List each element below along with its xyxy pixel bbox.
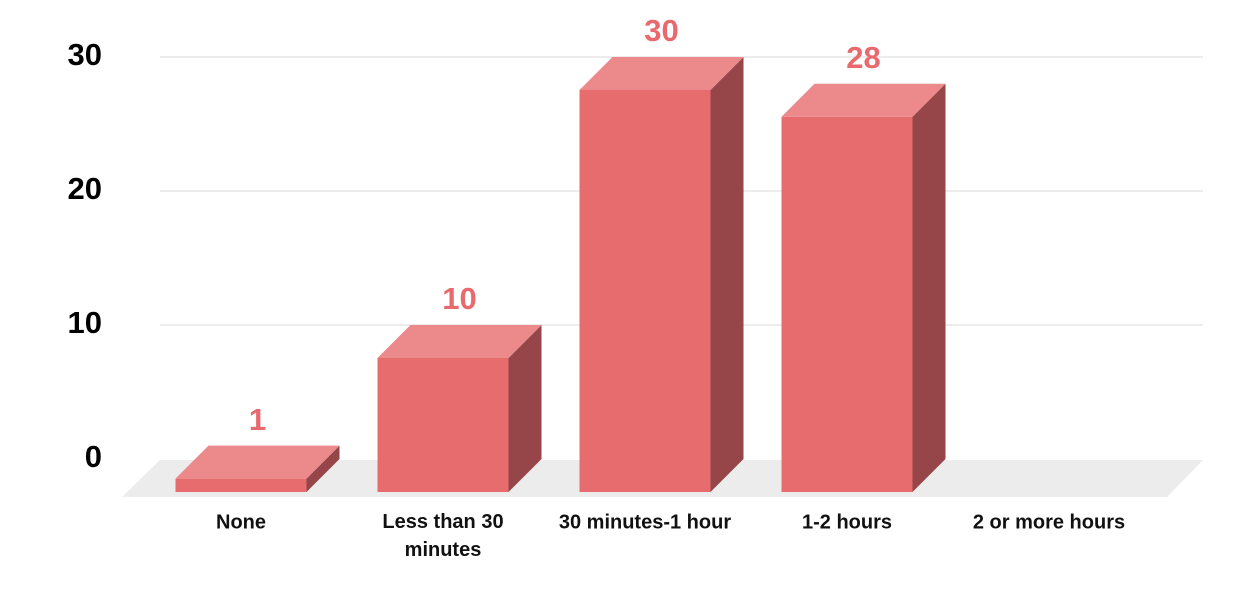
x-tick-label: 2 or more hours bbox=[973, 511, 1125, 533]
bar-top bbox=[781, 83, 946, 117]
y-tick-label: 0 bbox=[85, 439, 102, 474]
bar-side bbox=[710, 57, 744, 492]
bar bbox=[781, 83, 946, 493]
x-tick-label: 1-2 hours bbox=[802, 511, 892, 533]
bar-top bbox=[175, 445, 340, 479]
bar-front bbox=[781, 116, 913, 493]
data-label: 28 bbox=[846, 40, 880, 75]
data-label: 30 bbox=[644, 13, 678, 48]
bar-front bbox=[175, 478, 307, 492]
x-tick-label: None bbox=[216, 511, 266, 533]
x-tick-label: 30 minutes-1 hour bbox=[559, 511, 731, 533]
data-label: 10 bbox=[442, 281, 476, 316]
y-tick-label: 10 bbox=[68, 305, 102, 340]
bar-side bbox=[508, 325, 542, 492]
x-tick-label: Less than 30 minutes bbox=[382, 511, 503, 561]
bar-top bbox=[377, 325, 542, 358]
y-tick-label: 30 bbox=[68, 37, 102, 72]
bar-top bbox=[579, 57, 744, 90]
bar-side bbox=[912, 83, 946, 493]
bar-side bbox=[306, 445, 340, 492]
bar bbox=[175, 445, 340, 492]
bar-front bbox=[377, 358, 509, 492]
data-label: 1 bbox=[249, 402, 266, 437]
bar-front bbox=[579, 90, 711, 492]
y-tick-label: 20 bbox=[68, 171, 102, 206]
bar bbox=[579, 57, 744, 492]
bar bbox=[377, 325, 542, 492]
